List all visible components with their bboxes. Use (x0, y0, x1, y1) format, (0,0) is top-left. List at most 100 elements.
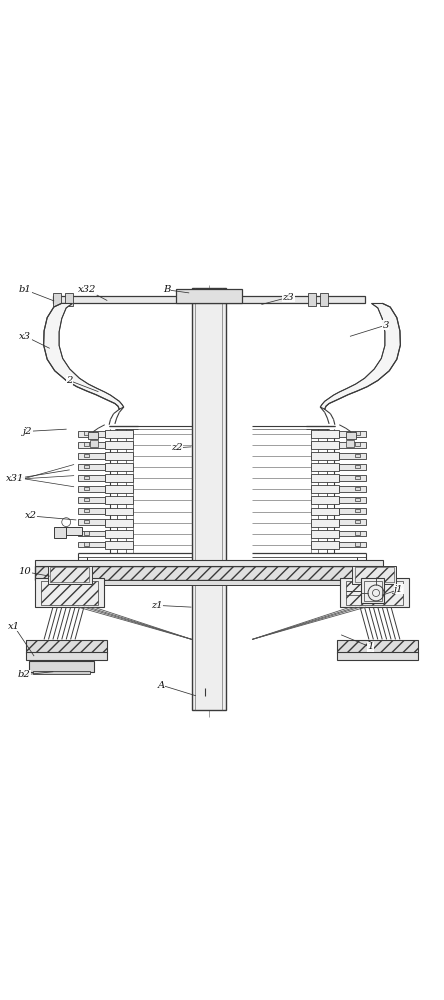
Bar (339, 453, 366, 459)
Text: 3: 3 (383, 321, 389, 330)
Bar (355, 465, 360, 468)
Bar (84, 509, 89, 512)
Bar (355, 487, 360, 490)
Bar (84, 465, 89, 468)
Bar (310, 430, 339, 438)
Text: B: B (163, 285, 170, 294)
Bar (310, 474, 339, 482)
Bar (105, 474, 134, 482)
Bar (339, 442, 366, 448)
Bar (339, 497, 366, 503)
Text: b1: b1 (19, 285, 32, 294)
Bar (78, 508, 105, 514)
Bar (78, 431, 105, 437)
Bar (49, 580, 368, 585)
Bar (355, 498, 360, 501)
Bar (84, 476, 89, 479)
Text: 2: 2 (66, 376, 72, 385)
Bar (320, 293, 328, 306)
Text: z3: z3 (282, 293, 294, 302)
Bar (105, 441, 134, 449)
Bar (337, 640, 418, 653)
Bar (355, 454, 360, 457)
Bar (105, 541, 134, 549)
Bar (310, 463, 339, 471)
Bar (78, 519, 105, 525)
Bar (78, 497, 105, 503)
Bar (105, 485, 134, 493)
Bar (346, 440, 354, 447)
Bar (90, 440, 98, 447)
Bar (364, 581, 382, 601)
Bar (310, 519, 339, 527)
Bar (339, 508, 366, 514)
Bar (35, 566, 383, 580)
Bar (78, 453, 105, 459)
Bar (105, 530, 134, 538)
Bar (339, 531, 366, 536)
Bar (78, 464, 105, 470)
Bar (26, 652, 107, 660)
Bar (35, 578, 104, 607)
Bar (50, 567, 89, 582)
Bar (192, 288, 226, 710)
Bar (88, 432, 98, 439)
Bar (339, 519, 366, 525)
Bar (84, 442, 89, 446)
Bar (340, 578, 409, 607)
Bar (339, 464, 366, 470)
Bar (355, 531, 360, 535)
Bar (310, 541, 339, 549)
Polygon shape (44, 303, 124, 409)
Bar (339, 431, 366, 437)
Bar (53, 293, 61, 306)
Bar (26, 640, 107, 653)
Bar (84, 531, 89, 535)
Bar (339, 475, 366, 481)
Text: x31: x31 (6, 474, 24, 483)
Bar (84, 431, 89, 435)
Bar (339, 486, 366, 492)
Bar (337, 652, 418, 660)
Bar (355, 520, 360, 523)
Bar (310, 508, 339, 515)
Bar (105, 452, 134, 460)
Text: x1: x1 (8, 622, 20, 631)
Bar (308, 293, 316, 306)
Bar (339, 542, 366, 547)
Bar (310, 485, 339, 493)
Bar (84, 542, 89, 546)
Text: j2: j2 (23, 427, 32, 436)
Bar (346, 581, 404, 605)
Bar (78, 475, 105, 481)
Bar (105, 463, 134, 471)
Bar (355, 509, 360, 512)
Bar (35, 560, 383, 566)
Text: x32: x32 (78, 285, 96, 294)
Bar (355, 431, 360, 435)
Bar (84, 520, 89, 523)
Bar (54, 527, 66, 538)
Bar (355, 542, 360, 546)
Bar (65, 293, 73, 306)
Text: j1: j1 (394, 585, 404, 594)
Bar (53, 296, 365, 303)
Bar (105, 430, 134, 438)
Bar (78, 542, 105, 547)
Bar (32, 671, 90, 674)
Bar (175, 289, 242, 303)
Bar (352, 566, 396, 584)
Bar (346, 432, 356, 439)
Bar (310, 496, 339, 504)
Bar (78, 486, 105, 492)
Bar (355, 476, 360, 479)
Text: A: A (157, 681, 165, 690)
Bar (355, 442, 360, 446)
Bar (105, 519, 134, 527)
Bar (355, 567, 394, 582)
Bar (62, 527, 82, 535)
Bar (105, 508, 134, 515)
Bar (40, 581, 98, 605)
Bar (310, 452, 339, 460)
Bar (105, 496, 134, 504)
